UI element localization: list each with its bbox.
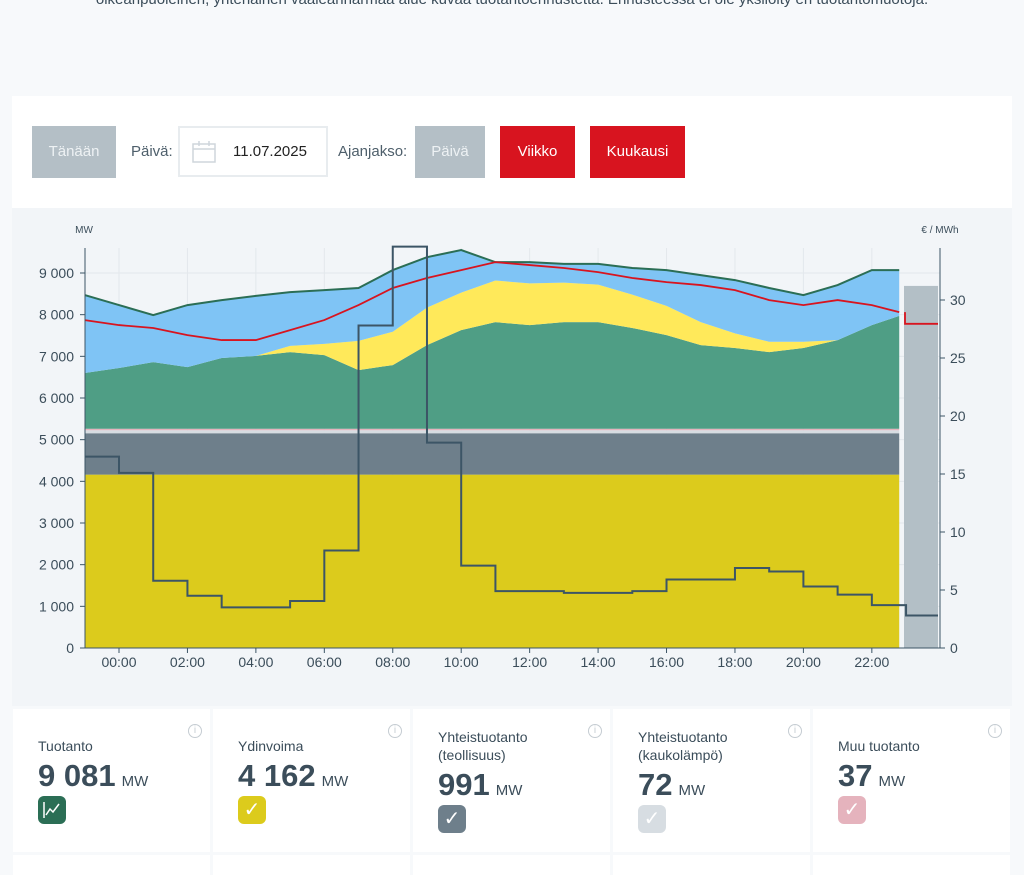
today-button[interactable]: Tänään <box>32 126 116 178</box>
x-tick-label: 10:00 <box>444 654 479 670</box>
card-unit: MW <box>121 773 149 790</box>
x-tick-label: 20:00 <box>786 654 821 670</box>
card-title: Muu tuotanto <box>838 738 920 754</box>
x-tick-label: 12:00 <box>512 654 547 670</box>
y-tick-label: 6 000 <box>39 390 74 406</box>
other-production-area <box>84 428 900 431</box>
card-title: Ydinvoima <box>238 738 304 754</box>
hydro-area <box>84 250 900 373</box>
toolbar: Tänään Päivä: 11.07.2025 Ajanjakso: Päiv… <box>12 96 1012 208</box>
stat-card <box>613 855 810 875</box>
y2-tick-label: 15 <box>950 466 966 482</box>
check-icon[interactable]: ✓ <box>638 805 666 833</box>
date-value: 11.07.2025 <box>233 143 307 160</box>
stat-card <box>213 855 410 875</box>
card-number: 991 <box>438 767 490 802</box>
stat-card <box>413 855 610 875</box>
x-tick-label: 02:00 <box>170 654 205 670</box>
card-value: 9 081 MW <box>38 758 148 794</box>
card-title: Yhteistuotanto (kaukolämpö) <box>638 729 728 763</box>
stat-card <box>13 855 210 875</box>
x-tick-label: 00:00 <box>101 654 136 670</box>
card-unit: MW <box>321 773 349 790</box>
y2-tick-label: 20 <box>950 408 966 424</box>
y-tick-label: 9 000 <box>39 265 74 281</box>
card-value: 37 MW <box>838 758 905 794</box>
info-icon[interactable]: i <box>788 724 802 738</box>
x-tick-label: 16:00 <box>649 654 684 670</box>
consumption-line <box>84 261 900 341</box>
y2-tick-label: 5 <box>950 582 958 598</box>
y-tick-label: 0 <box>66 640 74 656</box>
card-number: 72 <box>638 767 673 802</box>
card-number: 9 081 <box>38 758 116 793</box>
chp-district-area <box>84 430 900 434</box>
y-tick-label: 3 000 <box>39 515 74 531</box>
x-tick-label: 08:00 <box>375 654 410 670</box>
solar-area <box>84 280 900 373</box>
right-axis-unit: € / MWh <box>921 225 958 236</box>
stat-card: i Muu tuotanto 37 MW ✓ <box>813 709 1010 852</box>
period-month-button[interactable]: Kuukausi <box>590 126 685 178</box>
y-tick-label: 5 000 <box>39 432 74 448</box>
card-unit: MW <box>495 782 523 799</box>
y2-tick-label: 10 <box>950 524 966 540</box>
period-week-button[interactable]: Viikko <box>500 126 575 178</box>
y2-tick-label: 25 <box>950 350 966 366</box>
stat-card: i Ydinvoima 4 162 MW ✓ <box>213 709 410 852</box>
chart-icon[interactable] <box>38 796 66 824</box>
nuclear-area <box>84 474 900 648</box>
price-line <box>84 245 938 617</box>
stat-card: i Yhteistuotanto (kaukolämpö) 72 MW ✓ <box>613 709 810 852</box>
check-icon[interactable]: ✓ <box>838 796 866 824</box>
card-value: 72 MW <box>638 767 705 803</box>
y2-tick-label: 30 <box>950 292 966 308</box>
info-icon[interactable]: i <box>988 724 1002 738</box>
y-tick-label: 1 000 <box>39 598 74 614</box>
y2-tick-label: 0 <box>950 640 958 656</box>
info-icon[interactable]: i <box>588 724 602 738</box>
stat-card: i Tuotanto 9 081 MW <box>13 709 210 852</box>
x-tick-label: 06:00 <box>307 654 342 670</box>
left-axis-unit: MW <box>75 225 93 236</box>
x-tick-label: 22:00 <box>854 654 889 670</box>
check-icon[interactable]: ✓ <box>438 805 466 833</box>
consumption-forecast-line <box>904 312 938 325</box>
y-tick-label: 7 000 <box>39 348 74 364</box>
stat-card: i Yhteistuotanto (teollisuus) 991 MW ✓ <box>413 709 610 852</box>
card-unit: MW <box>878 773 906 790</box>
x-tick-label: 04:00 <box>238 654 273 670</box>
y-tick-label: 8 000 <box>39 307 74 323</box>
card-title: Tuotanto <box>38 738 93 754</box>
x-tick-label: 18:00 <box>717 654 752 670</box>
check-icon[interactable]: ✓ <box>238 796 266 824</box>
card-title: Yhteistuotanto (teollisuus) <box>438 729 528 763</box>
day-label: Päivä: <box>131 143 173 160</box>
chp-industry-area <box>84 433 900 475</box>
info-icon[interactable]: i <box>188 724 202 738</box>
x-tick-label: 14:00 <box>581 654 616 670</box>
card-value: 991 MW <box>438 767 522 803</box>
stat-card <box>813 855 1010 875</box>
info-icon[interactable]: i <box>388 724 402 738</box>
card-unit: MW <box>678 782 706 799</box>
card-number: 37 <box>838 758 873 793</box>
card-number: 4 162 <box>238 758 316 793</box>
wind-area <box>84 315 900 429</box>
date-picker[interactable]: 11.07.2025 <box>178 126 328 177</box>
period-label: Ajanjakso: <box>338 143 408 160</box>
y-tick-label: 4 000 <box>39 473 74 489</box>
y-tick-label: 2 000 <box>39 557 74 573</box>
period-day-button[interactable]: Päivä <box>415 126 485 178</box>
calendar-icon <box>192 141 216 163</box>
production-forecast-area <box>904 285 938 648</box>
card-value: 4 162 MW <box>238 758 348 794</box>
intro-text: oikeanpuoleinen, yhtenäinen vaaleanharma… <box>0 0 1024 8</box>
